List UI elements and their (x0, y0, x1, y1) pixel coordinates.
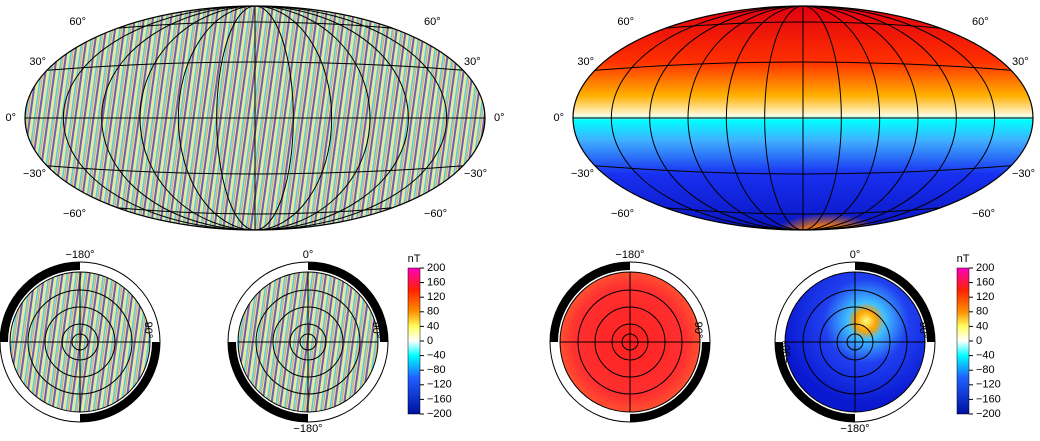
ring-segment (629, 341, 710, 422)
lat-label: 30° (1012, 56, 1029, 68)
colorbar-tick-label: 0 (427, 335, 433, 347)
polar-plot: 0° −180° 90° (227, 249, 389, 435)
polar-label: −180° (840, 423, 869, 435)
colorbar-tick-label: −200 (427, 408, 452, 420)
lat-label: 60° (69, 16, 86, 28)
lat-label: 0° (494, 112, 505, 124)
colorbar-scale (956, 267, 970, 415)
colorbar-tick-label: −160 (427, 393, 452, 405)
polar-label: 90° (370, 322, 382, 339)
colorbar-tick-label: 40 (427, 320, 439, 332)
map-border (24, 5, 486, 231)
ring-segment (79, 341, 160, 422)
lat-label: 0° (5, 112, 16, 124)
colorbar-tick-label: 200 (976, 262, 994, 274)
colorbar-unit: nT (408, 253, 421, 265)
colorbar-tick-label: −200 (976, 408, 1001, 420)
lat-label: 30° (577, 56, 594, 68)
polar-label: −90° (781, 340, 793, 363)
colorbar-tick-label: 160 (427, 277, 445, 289)
polar-plot: −180° 90° (549, 249, 711, 423)
map-border (572, 5, 1034, 231)
colorbar-tick-label: −120 (976, 379, 1001, 391)
colorbar-tick-label: −40 (976, 350, 995, 362)
colorbar-tick-label: 120 (976, 291, 994, 303)
polar-label: 90° (692, 322, 704, 339)
colorbar-unit: nT (957, 253, 970, 265)
polar-label: −180° (65, 249, 94, 261)
polar-plot: 0° −180° 90° −90° (774, 249, 936, 435)
colorbar: nT 200 160 120 80 40 0 −40 −80 −120 −160 −200 (408, 253, 452, 420)
colorbar-tick-label: −120 (427, 379, 452, 391)
ring-segment (775, 341, 856, 422)
polar-label: 90° (917, 322, 929, 339)
colorbar-tick-label: 120 (427, 291, 445, 303)
lat-label: 0° (553, 112, 564, 124)
parallel (25, 61, 485, 73)
lat-label: −30° (23, 168, 46, 180)
colorbar-tick-label: 80 (976, 306, 988, 318)
colorbar: nT 200 160 120 80 40 0 −40 −80 −120 −160 −200 (957, 253, 1001, 420)
lat-label: −60° (424, 208, 447, 220)
world-map: 60°60°30°30°0°0°−30°−30°−60°−60° (553, 5, 1035, 231)
lat-label: 30° (29, 56, 46, 68)
parallel (573, 163, 1033, 175)
lat-label: 30° (464, 56, 481, 68)
lat-label: −60° (972, 208, 995, 220)
polar-plot: −180° 90° (0, 249, 161, 423)
lat-label: −60° (63, 208, 86, 220)
colorbar-tick-label: −160 (976, 393, 1001, 405)
polar-label: 0° (303, 249, 314, 261)
colorbar-tick-label: 80 (427, 306, 439, 318)
polar-label: −180° (293, 423, 322, 435)
colorbar-tick-label: 40 (976, 320, 988, 332)
ring-segment (228, 341, 309, 422)
polar-label: 90° (142, 322, 154, 339)
colorbar-tick-label: 160 (976, 277, 994, 289)
lat-label: 60° (972, 16, 989, 28)
ring-segment (854, 262, 935, 343)
ring-segment (307, 262, 388, 343)
parallel (573, 61, 1033, 73)
parallel (25, 163, 485, 175)
lat-label: −30° (1012, 168, 1035, 180)
lat-label: −30° (571, 168, 594, 180)
polar-label: 0° (850, 249, 861, 261)
ring-segment (0, 262, 81, 343)
colorbar-scale (407, 267, 421, 415)
colorbar-tick-label: −40 (427, 350, 446, 362)
colorbar-tick-label: −80 (427, 364, 446, 376)
lat-label: 60° (617, 16, 634, 28)
lat-label: −30° (464, 168, 487, 180)
ring-segment (550, 262, 631, 343)
world-map: 60° 60° 30° 30° 0° 0° −30° −30° −60° −60° (5, 5, 505, 231)
polar-label: −180° (615, 249, 644, 261)
graticule (573, 6, 1033, 230)
lat-label: −60° (611, 208, 634, 220)
colorbar-tick-label: 0 (976, 335, 982, 347)
lat-label: 60° (424, 16, 441, 28)
colorbar-tick-label: 200 (427, 262, 445, 274)
colorbar-tick-label: −80 (976, 364, 995, 376)
